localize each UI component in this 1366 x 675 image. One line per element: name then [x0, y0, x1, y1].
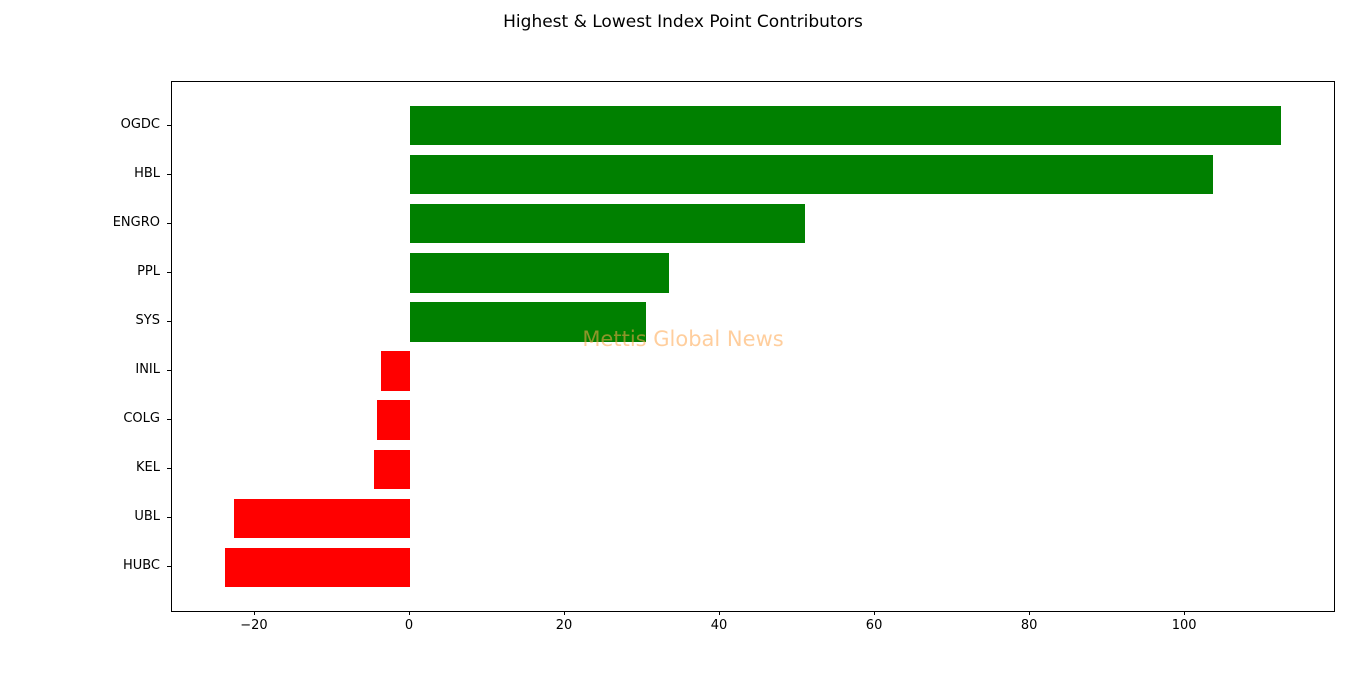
x-tick-mark — [253, 611, 255, 615]
x-tick-mark — [719, 611, 721, 615]
x-tick-mark — [1029, 611, 1031, 615]
y-tick-mark — [167, 124, 171, 126]
x-tick-mark — [564, 611, 566, 615]
x-tick-label: 40 — [710, 618, 728, 633]
x-tick-label: 60 — [865, 618, 883, 633]
bar-kel — [373, 449, 410, 489]
bar-ogdc — [409, 106, 1282, 146]
y-tick-mark — [167, 419, 171, 421]
chart-title: Highest & Lowest Index Point Contributor… — [503, 12, 863, 32]
x-tick-label: 0 — [404, 618, 414, 633]
bar-inil — [381, 351, 410, 391]
bar-hbl — [409, 155, 1214, 195]
x-tick-label: 80 — [1020, 618, 1038, 633]
x-tick-mark — [874, 611, 876, 615]
y-tick-mark — [167, 517, 171, 519]
y-tick-label-hbl: HBL — [134, 165, 160, 181]
y-tick-label-ogdc: OGDC — [120, 116, 160, 132]
x-tick-label: 20 — [555, 618, 573, 633]
bar-ppl — [409, 253, 669, 293]
bar-sys — [409, 302, 647, 342]
y-tick-label-hubc: HUBC — [122, 558, 160, 574]
y-tick-mark — [167, 320, 171, 322]
y-tick-mark — [167, 173, 171, 175]
bar-hubc — [225, 547, 410, 587]
y-tick-label-inil: INIL — [135, 362, 160, 378]
x-tick-label: −20 — [240, 618, 268, 633]
bar-engro — [409, 204, 806, 244]
y-tick-label-kel: KEL — [136, 460, 160, 476]
x-tick-mark — [1184, 611, 1186, 615]
y-tick-label-engro: ENGRO — [112, 214, 160, 230]
y-tick-mark — [167, 370, 171, 372]
y-tick-mark — [167, 468, 171, 470]
y-tick-mark — [167, 222, 171, 224]
y-tick-label-sys: SYS — [135, 312, 160, 328]
y-tick-label-ubl: UBL — [134, 509, 160, 525]
y-tick-mark — [167, 566, 171, 568]
plot-area — [171, 81, 1335, 612]
y-tick-label-ppl: PPL — [137, 263, 160, 279]
x-tick-mark — [408, 611, 410, 615]
y-tick-mark — [167, 271, 171, 273]
y-tick-label-colg: COLG — [123, 411, 160, 427]
bar-colg — [376, 400, 410, 440]
x-tick-label: 100 — [1171, 618, 1197, 633]
bar-ubl — [234, 498, 410, 538]
